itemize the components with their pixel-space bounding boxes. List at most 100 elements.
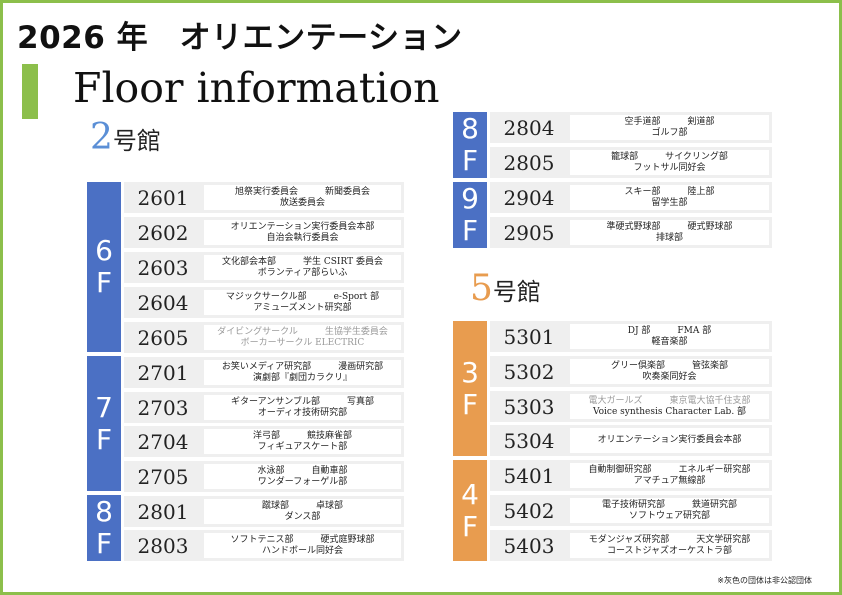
- club-line-2: フィギュアスケート部: [257, 441, 348, 452]
- club-line-1: ギターアンサンブル部 写真部: [230, 396, 374, 407]
- club-line-2: 演劇部『劇団カラクリ』: [252, 372, 352, 383]
- club-line-2: ハンドボール同好会: [261, 545, 343, 556]
- room-number: 2601: [137, 185, 189, 210]
- club-list: 文化部会本部 学生 CSIRT 委員会 ボランティア部らいふ: [204, 255, 401, 280]
- room-number: 5304: [503, 428, 555, 453]
- footnote: ※灰色の団体は非公認団体: [717, 576, 812, 585]
- room-number: 5402: [503, 498, 555, 523]
- club-list: お笑いメディア研究部 漫画研究部 演劇部『劇団カラクリ』: [204, 360, 401, 385]
- club-line-2: ワンダーフォーゲル部: [257, 476, 348, 487]
- building-5-heading: 5号館: [470, 268, 541, 309]
- club-line-1: マジックサークル部 e-Sport 部: [225, 291, 380, 302]
- club-list: グリー倶楽部 管弦楽部 吹奏楽同好会: [570, 359, 769, 384]
- club-line-1: オリエンテーション実行委員会本部: [597, 435, 742, 445]
- floor-letter: F: [95, 266, 113, 299]
- club-line-2: コーストジャズオーケストラ部: [606, 545, 733, 556]
- floor-letter: F: [461, 214, 479, 247]
- club-line-1: お笑いメディア研究部 漫画研究部: [221, 361, 384, 372]
- room-row: 2601 旭祭実行委員会 新聞委員会 放送委員会: [124, 182, 404, 213]
- room-number: 2803: [137, 533, 189, 558]
- club-line-1: 自動制御研究部 エネルギー研究部: [588, 464, 751, 475]
- building-number: 2: [90, 117, 113, 158]
- room-row: 2603 文化部会本部 学生 CSIRT 委員会 ボランティア部らいふ: [124, 252, 404, 283]
- club-line-1: ソフトテニス部 硬式庭野球部: [230, 534, 375, 545]
- room-row: 2703 ギターアンサンブル部 写真部 オーディオ技術研究部: [124, 392, 404, 423]
- club-line-1: 電大ガールズ 東京電大協千住支部: [588, 395, 751, 406]
- room-number: 5301: [503, 324, 555, 349]
- club-line-2: 留学生部: [651, 197, 688, 208]
- room-number: 2705: [137, 464, 189, 489]
- club-line-2: ボーカーサークル ELECTRIC: [240, 337, 365, 348]
- room-row: 5304 オリエンテーション実行委員会本部: [490, 425, 772, 456]
- room-number: 5403: [503, 533, 555, 558]
- club-list: 電大ガールズ 東京電大協千住支部 Voice synthesis Characte…: [570, 394, 769, 419]
- club-line-2: オーディオ技術研究部: [257, 407, 348, 418]
- room-row: 2604 マジックサークル部 e-Sport 部アミューズメント研究部: [124, 287, 404, 318]
- club-list: マジックサークル部 e-Sport 部アミューズメント研究部: [204, 290, 401, 315]
- room-number: 2604: [137, 290, 189, 315]
- floor-number: 8: [95, 495, 113, 528]
- building-number: 5: [470, 268, 493, 309]
- club-line-2: 自治会執行委員会: [266, 232, 339, 243]
- room-number: 2905: [503, 220, 555, 245]
- floor-letter: F: [461, 144, 479, 177]
- room-row: 5302 グリー倶楽部 管弦楽部 吹奏楽同好会: [490, 356, 772, 387]
- club-line-1: 籠球部 サイクリング部: [611, 151, 728, 162]
- room-number: 2701: [137, 360, 189, 385]
- club-line-1: ダイビングサークル 生協学生委員会: [217, 326, 388, 337]
- club-list: 空手道部 剣道部 ゴルフ部: [570, 115, 769, 140]
- floor-letter: F: [461, 509, 479, 543]
- room-number: 2605: [137, 325, 189, 350]
- club-list: ダイビングサークル 生協学生委員会 ボーカーサークル ELECTRIC: [204, 325, 401, 350]
- room-number: 2602: [137, 220, 189, 245]
- club-list: 準硬式野球部 硬式野球部 排球部: [570, 220, 769, 245]
- room-row: 5303 電大ガールズ 東京電大協千住支部 Voice synthesis Char…: [490, 391, 772, 422]
- club-line-2: 放送委員会: [279, 197, 325, 208]
- room-row: 2602 オリエンテーション実行委員会本部 自治会執行委員会: [124, 217, 404, 248]
- room-row: 5402 電子技術研究部 鉄道研究部 ソフトウェア研究部: [490, 495, 772, 526]
- club-line-1: 空手道部 剣道部: [624, 116, 715, 127]
- club-line-1: 電子技術研究部 鉄道研究部: [601, 499, 737, 510]
- page-title: 2026 年 オリエンテーション: [17, 20, 463, 56]
- room-row: 2804 空手道部 剣道部 ゴルフ部: [490, 112, 772, 143]
- floor-letter: F: [461, 387, 479, 421]
- club-line-1: グリー倶楽部 管弦楽部: [610, 360, 728, 371]
- page-subtitle: Floor information: [73, 64, 440, 112]
- room-row: 5301 DJ 部 FMA 部軽音楽部: [490, 321, 772, 352]
- room-number: 2805: [503, 150, 555, 175]
- club-line-1: モダンジャズ研究部 天文学研究部: [588, 534, 751, 545]
- room-row: 2803 ソフトテニス部 硬式庭野球部 ハンドボール同好会: [124, 530, 404, 561]
- club-line-1: 洋弓部 競技麻雀部: [252, 430, 352, 441]
- room-row: 2801 蹴球部 卓球部 ダンス部: [124, 496, 404, 527]
- floor-number: 4: [461, 477, 479, 511]
- room-row: 2904 スキー部 陸上部 留学生部: [490, 182, 772, 213]
- room-number: 2801: [137, 499, 189, 524]
- floor-letter: F: [95, 422, 113, 456]
- club-line-2: フットサル同好会: [633, 162, 706, 173]
- room-row: 2905 準硬式野球部 硬式野球部 排球部: [490, 217, 772, 248]
- club-line-2: ソフトウェア研究部: [628, 510, 710, 521]
- building-suffix: 号館: [112, 127, 161, 155]
- room-number: 5302: [503, 359, 555, 384]
- room-row: 5403 モダンジャズ研究部 天文学研究部 コーストジャズオーケストラ部: [490, 530, 772, 561]
- club-line-1: 水泳部 自動車部: [257, 465, 348, 476]
- club-line-1: 準硬式野球部 硬式野球部: [606, 221, 733, 232]
- club-list: 旭祭実行委員会 新聞委員会 放送委員会: [204, 185, 401, 210]
- room-row: 2605 ダイビングサークル 生協学生委員会 ボーカーサークル ELECTRIC: [124, 322, 404, 353]
- floor-letter: F: [95, 527, 113, 560]
- club-list: モダンジャズ研究部 天文学研究部 コーストジャズオーケストラ部: [570, 533, 769, 558]
- room-row: 2805 籠球部 サイクリング部 フットサル同好会: [490, 147, 772, 178]
- room-number: 2703: [137, 395, 189, 420]
- floor-number: 7: [95, 390, 113, 424]
- club-list: 水泳部 自動車部 ワンダーフォーゲル部: [204, 464, 401, 489]
- club-list: オリエンテーション実行委員会本部 自治会執行委員会: [204, 220, 401, 245]
- room-number: 5303: [503, 394, 555, 419]
- building-suffix: 号館: [492, 278, 541, 306]
- club-line-1: スキー部 陸上部: [624, 186, 715, 197]
- club-line-1: 蹴球部 卓球部: [261, 500, 343, 511]
